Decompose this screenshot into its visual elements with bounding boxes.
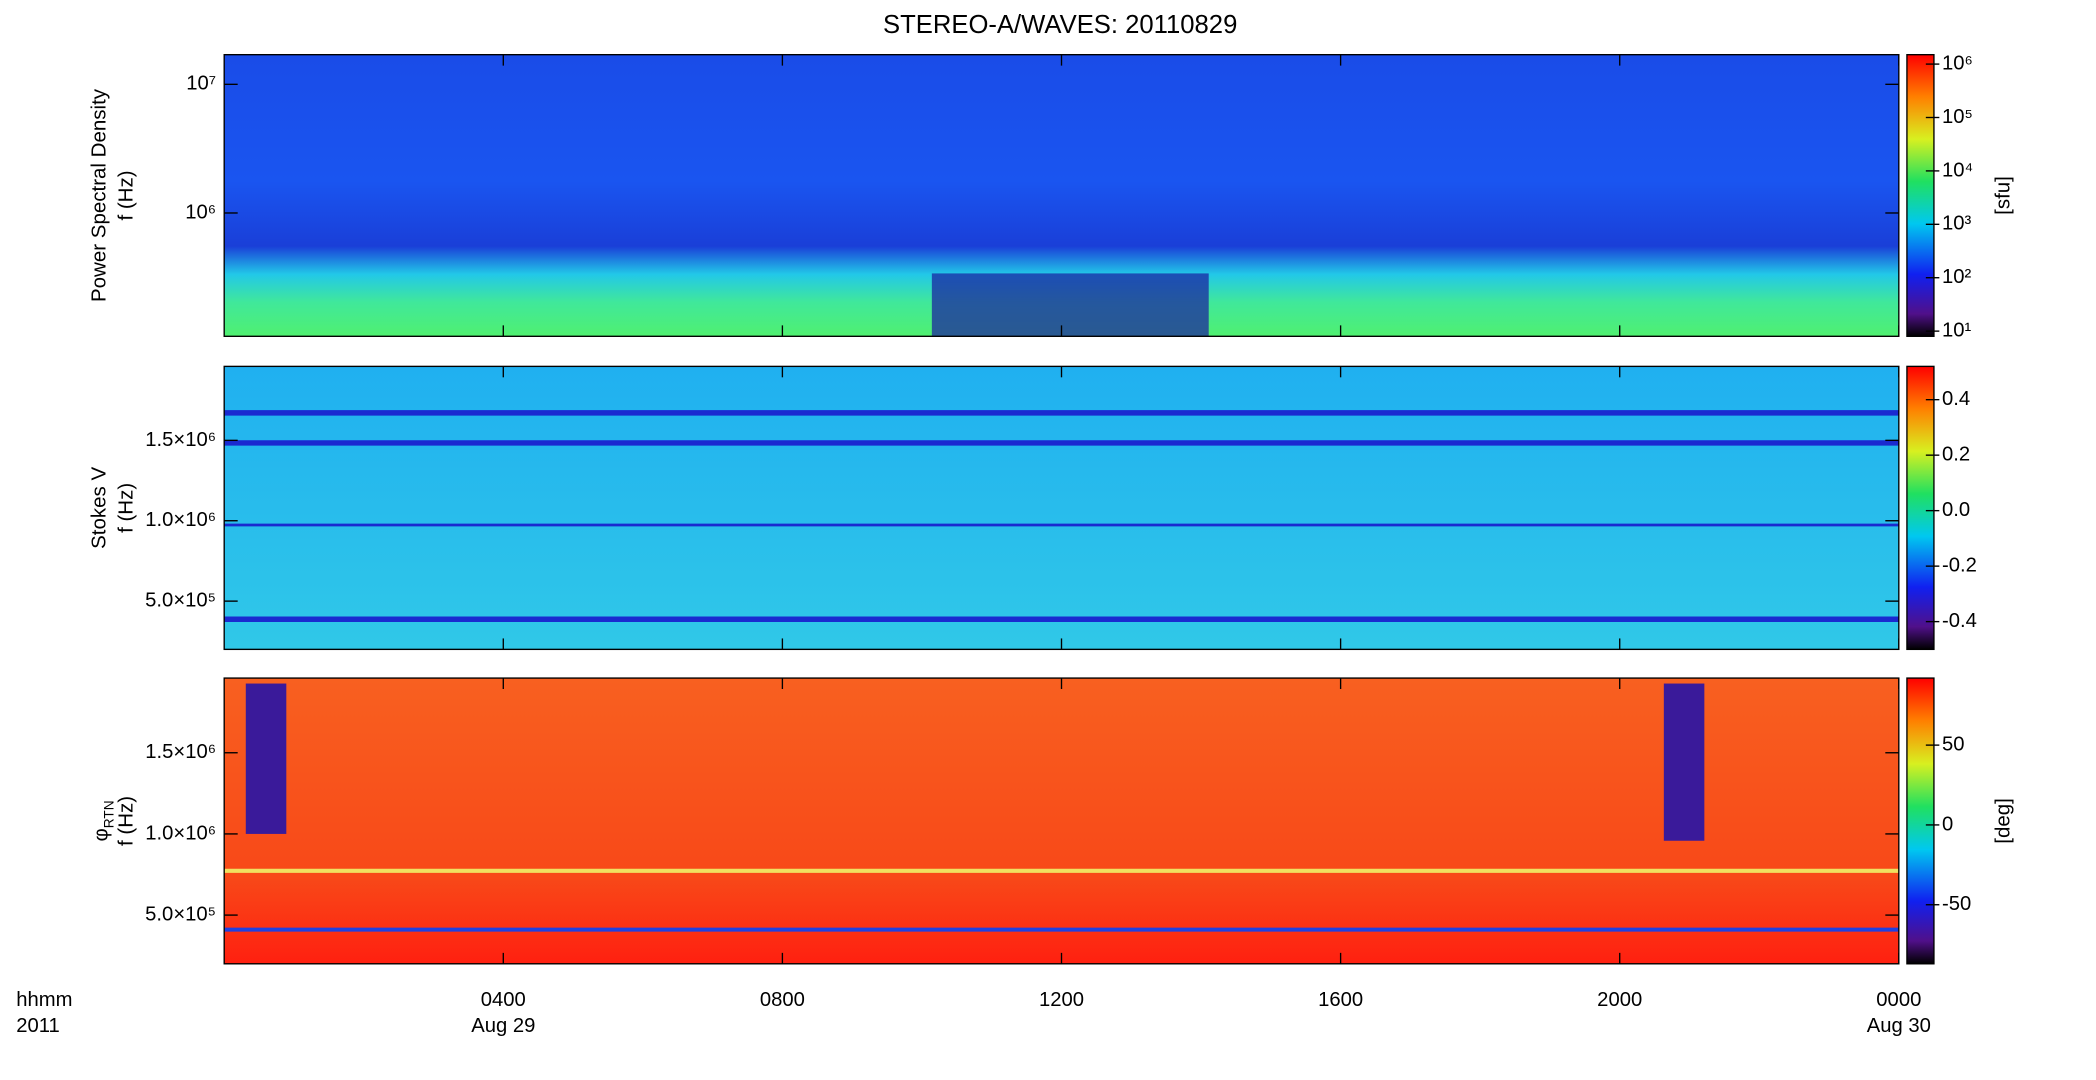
colorbar [1906, 53, 1935, 337]
colorbar-tick-label: 10¹ [1942, 319, 1971, 341]
y-tick-label: 1.0×10⁶ [145, 822, 216, 844]
colorbar [1906, 677, 1935, 965]
y-tick-label: 5.0×10⁵ [145, 589, 216, 611]
y-tick-label: 10⁶ [185, 201, 216, 223]
y-tick-label: 1.0×10⁶ [145, 509, 216, 531]
x-date-label: Aug 30 [1867, 1015, 1931, 1037]
colorbar-tick-label: -50 [1942, 893, 1971, 915]
phi-features [224, 683, 1899, 932]
phi-image [224, 678, 1899, 964]
colorbar-tick-label: 10³ [1942, 213, 1971, 235]
colorbar-tick-label: 50 [1942, 733, 1965, 755]
psd-feature [931, 273, 1209, 337]
x-tick-label: 1600 [1318, 989, 1363, 1011]
quantity-label: Power Spectral Density [88, 88, 110, 302]
y-tick-label: 1.5×10⁶ [145, 429, 216, 451]
colorbar-tick-label: 10⁶ [1942, 52, 1973, 74]
x-row-label: 2011 [16, 1015, 60, 1037]
quantity-subscript: RTN [101, 800, 116, 828]
y-tick-label: 5.0×10⁵ [145, 903, 216, 925]
colorbar-label: [deg] [1993, 798, 2015, 844]
colorbar-tick-label: -0.2 [1942, 554, 1977, 576]
x-tick-label: 0000 [1876, 989, 1921, 1011]
x-tick-label: 0400 [481, 989, 526, 1011]
y-axis-label: f (Hz) [115, 170, 137, 220]
y-axis-label: f (Hz) [115, 796, 137, 846]
stokes-bands [224, 410, 1899, 623]
y-axis-label: f (Hz) [115, 483, 137, 533]
quantity-symbol: φ [91, 828, 113, 841]
y-tick-label: 10⁷ [186, 73, 216, 95]
x-tick-label: 1200 [1039, 989, 1084, 1011]
figure-title: STEREO-A/WAVES: 20110829 [883, 11, 1237, 39]
colorbar-tick-label: -0.4 [1942, 610, 1977, 632]
x-tick-label: 2000 [1597, 989, 1642, 1011]
colorbar-label: [sfu] [1993, 176, 2015, 215]
colorbar-tick-label: 0.2 [1942, 443, 1970, 465]
y-tick-label: 1.5×10⁶ [145, 741, 216, 763]
colorbar-tick-label: 10⁴ [1942, 159, 1973, 181]
quantity-label: Stokes V [88, 466, 110, 548]
stokes-image [224, 366, 1899, 650]
x-row-label: hhmm [16, 989, 72, 1011]
spectrogram-images [224, 54, 1899, 964]
colorbar-tick-label: 0 [1942, 813, 1953, 835]
x-tick-label: 0800 [760, 989, 805, 1011]
colorbar-tick-label: 0.4 [1942, 388, 1970, 410]
colorbar-tick-label: 10⁵ [1942, 106, 1973, 128]
colorbar [1906, 365, 1935, 651]
quantity-label: φRTN [91, 800, 116, 841]
colorbar-tick-label: 0.0 [1942, 499, 1970, 521]
colorbar-tick-label: 10² [1942, 266, 1971, 288]
x-date-label: Aug 29 [471, 1015, 535, 1037]
